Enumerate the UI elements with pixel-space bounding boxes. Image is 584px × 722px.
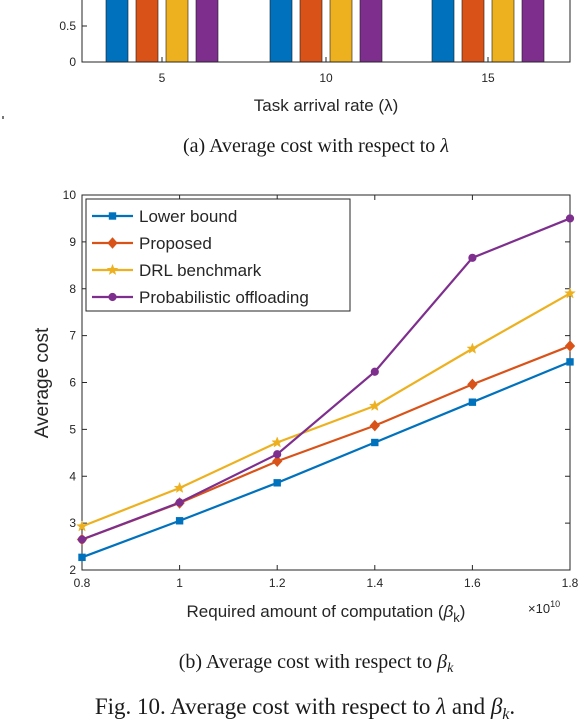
y-tick-label: 2 <box>69 563 76 577</box>
data-point <box>564 287 576 299</box>
top-bar-10-1 <box>299 0 323 63</box>
data-point <box>468 398 477 406</box>
legend-label: DRL benchmark <box>139 261 262 280</box>
legend-item: Lower bound <box>92 207 237 226</box>
data-point <box>175 517 184 525</box>
figure-caption: Fig. 10. Average cost with respect to λ … <box>95 694 515 722</box>
y-tick-label: 7 <box>69 329 76 343</box>
top-bar-15-3 <box>521 0 545 63</box>
legend: Lower bound Proposed DRL benchmark Probabil… <box>85 198 351 312</box>
data-point <box>78 553 86 562</box>
top-x-tick-label: 10 <box>319 71 333 85</box>
top-bar-10-3 <box>359 0 383 63</box>
legend-label: Proposed <box>139 234 212 253</box>
data-point <box>77 535 87 544</box>
data-point <box>273 450 282 459</box>
y-tick-label: 9 <box>69 235 76 249</box>
top-x-ticks: 5 10 15 <box>159 57 495 85</box>
top-x-axis-label: Task arrival rate (λ) <box>254 96 399 115</box>
series-line <box>81 360 571 559</box>
legend-marker <box>108 292 117 302</box>
x-tick-label: 1.8 <box>562 576 579 590</box>
bottom-series-group <box>76 214 576 562</box>
data-point <box>272 455 283 467</box>
legend-items: Lower bound Proposed DRL benchmark Probabil… <box>92 207 309 307</box>
series-line <box>81 292 571 528</box>
top-bar-5-2 <box>165 0 189 63</box>
x-tick-label: 1.2 <box>269 576 286 590</box>
top-bar-15-2 <box>491 0 515 63</box>
y-tick-label: 6 <box>69 376 76 390</box>
y-tick-label: 10 <box>63 188 77 202</box>
data-point <box>271 436 284 448</box>
top-bar-chart: 0.50 5 10 15 Task arrival rate (λ) (a) Ave… <box>2 0 571 157</box>
y-tick-label: 4 <box>69 469 76 483</box>
data-point <box>370 367 379 376</box>
data-point <box>369 419 380 432</box>
x-axis-label: Required amount of computation (βk) <box>187 602 466 625</box>
data-point <box>371 438 379 447</box>
top-bar-10-0 <box>269 0 293 63</box>
stray-mark <box>2 116 4 119</box>
top-chart-caption: (a) Average cost with respect to λ <box>183 135 449 157</box>
legend-marker <box>107 237 118 249</box>
series-line <box>81 217 571 541</box>
data-point <box>175 498 184 507</box>
top-x-tick-label: 5 <box>159 71 166 85</box>
top-y-tick-label: 0 <box>69 55 76 69</box>
top-bar-10-2 <box>329 0 353 63</box>
top-bar-5-3 <box>195 0 219 63</box>
top-y-tick-label: 0.5 <box>59 19 76 33</box>
legend-label: Lower bound <box>139 207 237 226</box>
data-point <box>565 214 575 223</box>
y-tick-label: 8 <box>69 282 76 296</box>
top-bar-15-0 <box>431 0 455 63</box>
y-tick-label: 5 <box>69 422 76 436</box>
bottom-y-ticks: 2 3 4 5 6 7 8 9 10 <box>63 188 570 577</box>
data-point <box>76 520 88 532</box>
bottom-line-chart: 2 3 4 5 6 7 8 9 10 0.8 1 1.2 1.4 1.6 1.8 Lower bound P… <box>32 188 579 676</box>
data-point <box>467 378 478 391</box>
data-point <box>564 340 576 352</box>
y-tick-label: 3 <box>69 516 76 530</box>
data-point <box>468 253 477 262</box>
data-point <box>466 342 479 354</box>
series-lower-bound <box>78 358 574 562</box>
y-axis-label: Average cost <box>32 327 53 438</box>
top-x-tick-label: 15 <box>481 71 495 85</box>
bottom-chart-caption: (b) Average cost with respect to βk <box>179 651 454 676</box>
legend-label: Probabilistic offloading <box>139 288 309 307</box>
x-tick-label: 1.4 <box>366 576 383 590</box>
x-axis-exponent: ×1010 <box>528 599 560 616</box>
series-probabilistic-offloading <box>77 214 575 544</box>
legend-marker <box>106 263 119 276</box>
top-bars-group <box>105 0 545 63</box>
legend-box <box>85 198 351 312</box>
x-tick-label: 1 <box>176 576 183 590</box>
data-point <box>173 481 186 494</box>
legend-item: Proposed <box>92 234 212 253</box>
top-y-ticks: 0.50 <box>59 19 87 69</box>
data-point <box>368 399 381 411</box>
x-tick-label: 1.6 <box>464 576 481 590</box>
legend-item: DRL benchmark <box>92 261 262 280</box>
legend-marker <box>108 212 117 220</box>
top-bar-5-1 <box>135 0 159 63</box>
series-drl-benchmark <box>76 287 576 532</box>
top-bar-15-1 <box>461 0 485 63</box>
legend-item: Probabilistic offloading <box>92 288 309 307</box>
series-line <box>81 344 571 541</box>
data-point <box>566 358 574 366</box>
x-tick-label: 0.8 <box>74 576 91 590</box>
data-point <box>273 479 281 487</box>
top-bar-5-0 <box>105 0 129 63</box>
